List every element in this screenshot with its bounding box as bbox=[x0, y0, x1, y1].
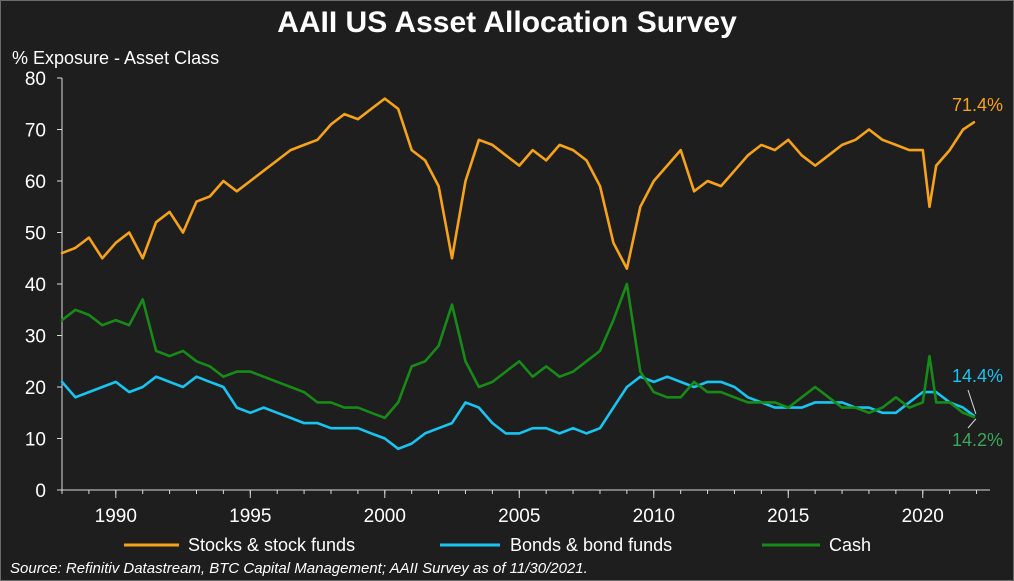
y-tick-label: 0 bbox=[35, 481, 46, 502]
series-line-bonds bbox=[60, 375, 976, 451]
legend-label-stocks: Stocks & stock funds bbox=[188, 535, 355, 555]
stocks-end-label: 71.4% bbox=[952, 95, 1003, 115]
y-tick-label: 60 bbox=[25, 172, 46, 193]
legend: Stocks & stock funds Bonds & bond funds Ca… bbox=[124, 535, 871, 555]
x-tick-label: 1990 bbox=[95, 506, 137, 527]
x-tick-label: 2015 bbox=[767, 506, 809, 527]
x-tick-label: 2000 bbox=[364, 506, 406, 527]
y-tick-label: 50 bbox=[25, 224, 46, 245]
y-tick-label: 80 bbox=[25, 69, 46, 90]
bonds-end-label: 14.4% bbox=[952, 366, 1003, 386]
bonds-leader-line bbox=[967, 389, 977, 414]
series-line-stocks bbox=[60, 97, 976, 270]
x-tick-label: 1995 bbox=[229, 506, 271, 527]
x-tick-label: 2005 bbox=[498, 506, 540, 527]
x-tick-label: 2010 bbox=[633, 506, 675, 527]
series-line-cash bbox=[60, 282, 976, 420]
legend-label-cash: Cash bbox=[829, 535, 871, 555]
y-tick-label: 20 bbox=[25, 378, 46, 399]
source-note: Source: Refinitiv Datastream, BTC Capita… bbox=[10, 560, 588, 577]
legend-label-bonds: Bonds & bond funds bbox=[510, 535, 672, 555]
x-tick-label: 2020 bbox=[902, 506, 944, 527]
end-value-labels: 71.4% 14.4% 14.2% bbox=[952, 95, 1003, 450]
y-tick-label: 40 bbox=[25, 275, 46, 296]
axes: 0 10 20 30 40 50 60 70 80 1990 1995 2000 2005 2010 201… bbox=[25, 69, 990, 527]
cash-leader-line bbox=[967, 418, 977, 429]
chart-title: AAII US Asset Allocation Survey bbox=[277, 6, 737, 39]
y-axis-title: % Exposure - Asset Class bbox=[12, 48, 220, 68]
y-tick-label: 30 bbox=[25, 327, 46, 348]
series-lines bbox=[60, 97, 976, 451]
cash-end-label: 14.2% bbox=[952, 430, 1003, 450]
y-tick-label: 70 bbox=[25, 121, 46, 142]
y-tick-label: 10 bbox=[25, 430, 46, 451]
